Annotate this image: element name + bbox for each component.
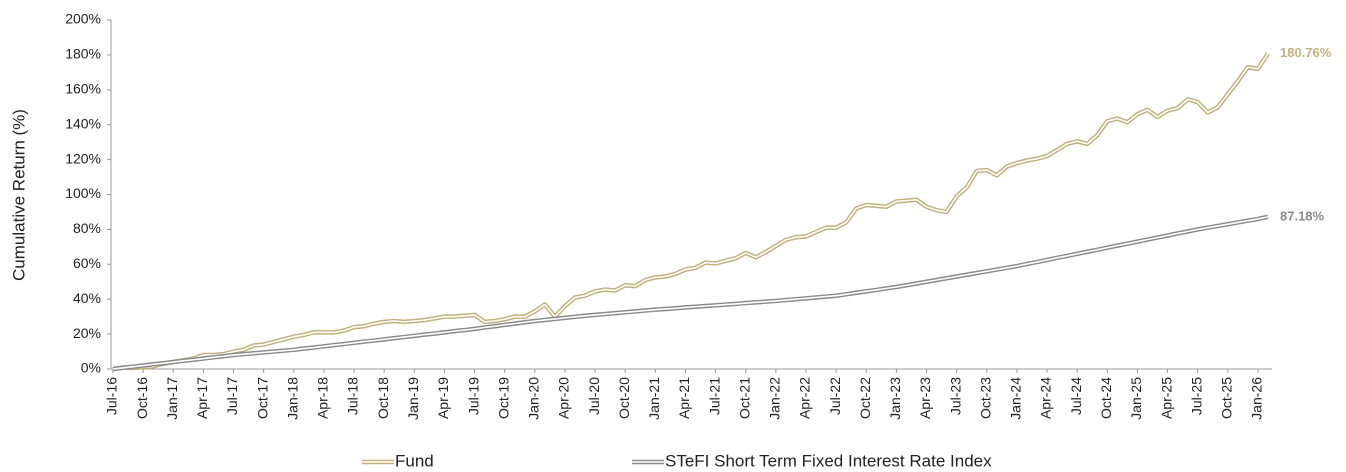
x-tick-label: Jan-23 [887,377,903,420]
y-axis-title: Cumulative Return (%) [9,109,28,281]
series-line-inner [112,216,1269,370]
x-tick-label: Jul-19 [465,377,481,415]
x-tick-label: Oct-24 [1098,377,1114,419]
y-tick-label: 80% [73,220,101,236]
x-tick-label: Jul-22 [827,377,843,415]
x-tick-label: Oct-21 [736,377,752,419]
x-tick-label: Jan-18 [284,377,300,420]
x-tick-label: Apr-23 [917,377,933,419]
x-tick-label: Apr-24 [1038,377,1054,419]
x-tick-label: Jul-23 [947,377,963,415]
legend-label: STeFI Short Term Fixed Interest Rate Ind… [665,451,992,470]
x-tick-label: Apr-19 [435,377,451,419]
x-tick-label: Apr-21 [676,377,692,419]
series-line-inner [112,53,1269,370]
x-tick-label: Jul-16 [104,377,120,415]
series-line [112,52,1270,372]
y-tick-label: 120% [65,150,101,166]
x-tick-label: Jan-17 [164,377,180,420]
x-tick-label: Oct-18 [375,377,391,419]
x-tick-label: Jul-25 [1188,377,1204,415]
x-tick-label: Jan-20 [526,377,542,420]
x-tick-label: Jul-18 [345,377,361,415]
x-tick-label: Apr-18 [315,377,331,419]
legend-label: Fund [395,451,434,470]
x-tick-label: Jul-17 [224,377,240,415]
end-label: 87.18% [1280,208,1325,223]
x-tick-label: Jan-19 [405,377,421,420]
x-tick-label: Apr-17 [194,377,210,419]
x-tick-label: Oct-20 [616,377,632,419]
y-tick-label: 100% [65,185,101,201]
x-tick-label: Jul-20 [586,377,602,415]
x-tick-label: Oct-19 [495,377,511,419]
y-tick-label: 180% [65,46,101,62]
x-tick-label: Jan-25 [1128,377,1144,420]
x-tick-label: Oct-17 [254,377,270,419]
end-label: 180.76% [1280,45,1332,60]
x-tick-label: Jul-24 [1068,377,1084,415]
y-tick-label: 40% [73,290,101,306]
x-tick-label: Apr-22 [797,377,813,419]
y-tick-label: 200% [65,11,101,27]
y-tick-label: 60% [73,255,101,271]
series-line [112,214,1269,372]
x-tick-label: Oct-25 [1219,377,1235,419]
x-tick-label: Jan-26 [1249,377,1265,420]
y-tick-label: 0% [81,360,101,376]
x-tick-label: Jan-24 [1008,377,1024,420]
x-tick-label: Oct-23 [977,377,993,419]
x-tick-label: Oct-22 [857,377,873,419]
y-tick-label: 20% [73,325,101,341]
x-tick-label: Jan-21 [646,377,662,420]
y-tick-label: 140% [65,115,101,131]
x-tick-label: Jan-22 [767,377,783,420]
x-tick-label: Apr-20 [556,377,572,419]
x-tick-label: Oct-16 [134,377,150,419]
x-tick-label: Apr-25 [1158,377,1174,419]
y-tick-label: 160% [65,81,101,97]
x-tick-label: Jul-21 [706,377,722,415]
